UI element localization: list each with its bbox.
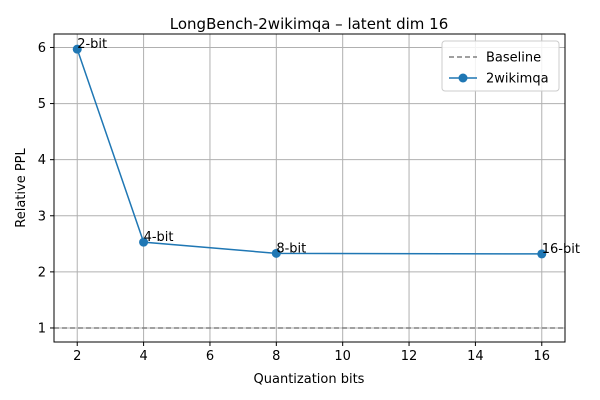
x-tick-label: 4 [139,349,147,364]
y-tick-label: 6 [38,41,46,56]
x-axis-ticks: 2 4 6 8 10 12 14 16 [73,342,550,364]
data-point-label: 16-bit [542,242,580,257]
y-tick-label: 1 [38,321,46,336]
y-tick-label: 3 [38,209,46,224]
data-point-label: 4-bit [144,230,174,245]
x-tick-label: 16 [533,349,550,364]
y-axis-label: Relative PPL [14,148,29,228]
legend: Baseline 2wikimqa [441,40,560,92]
plot-frame [53,33,566,343]
legend-series-marker [458,73,468,83]
x-tick-label: 14 [467,349,484,364]
y-tick-label: 5 [38,97,46,112]
legend-series-label: 2wikimqa [486,72,549,87]
x-tick-label: 8 [272,349,280,364]
series-line [76,48,542,255]
data-point [72,44,82,54]
point-labels: 2-bit 4-bit 8-bit 16-bit [77,37,580,257]
data-point-label: 8-bit [276,241,306,256]
x-tick-label: 12 [401,349,418,364]
y-tick-label: 4 [38,153,46,168]
x-axis-label: Quantization bits [254,372,365,387]
x-tick-label: 2 [73,349,81,364]
x-tick-label: 10 [334,349,351,364]
data-point [271,248,281,258]
data-point [537,249,547,259]
legend-baseline-label: Baseline [486,51,541,66]
chart-title: LongBench-2wikimqa – latent dim 16 [170,15,448,33]
data-point [139,237,149,247]
x-tick-label: 6 [206,349,214,364]
data-point-label: 2-bit [77,37,107,52]
y-axis-ticks: 1 2 3 4 5 6 [38,41,54,336]
y-tick-label: 2 [38,265,46,280]
series-layer [72,44,547,259]
